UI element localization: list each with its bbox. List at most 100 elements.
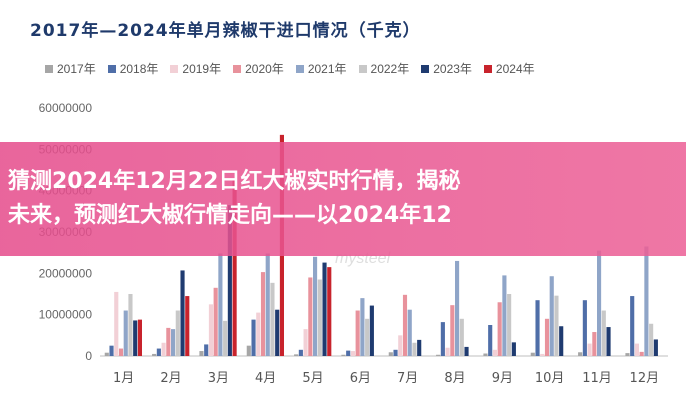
- bar: [156, 348, 161, 356]
- legend-label: 2022年: [370, 62, 410, 76]
- bar: [270, 282, 275, 356]
- bar: [118, 348, 124, 356]
- bar: [180, 270, 185, 356]
- x-tick-label: 2月: [160, 371, 181, 386]
- legend-item: 2017年: [45, 60, 96, 77]
- bar: [369, 305, 374, 356]
- bar: [445, 347, 450, 356]
- x-tick-label: 8月: [444, 371, 465, 386]
- bar: [497, 302, 502, 356]
- legend-label: 2018年: [119, 62, 159, 76]
- bar: [549, 276, 554, 356]
- bar: [133, 320, 138, 356]
- bar: [544, 318, 550, 356]
- bar: [171, 329, 176, 356]
- bar: [649, 323, 654, 356]
- bar: [152, 353, 157, 356]
- bar: [260, 272, 266, 356]
- legend-label: 2017年: [57, 62, 96, 76]
- bar: [483, 353, 488, 356]
- bar: [322, 262, 327, 356]
- bar: [630, 296, 635, 356]
- bar: [327, 267, 332, 356]
- bar: [625, 353, 630, 356]
- bar: [440, 322, 445, 356]
- bar: [511, 342, 516, 356]
- bar: [455, 260, 460, 356]
- bar: [644, 246, 649, 356]
- x-tick-label: 10月: [535, 371, 565, 386]
- x-tick-label: 12月: [630, 371, 660, 386]
- bar: [530, 352, 535, 356]
- bar: [175, 310, 180, 356]
- legend-item: 2019年: [170, 60, 221, 77]
- bar: [388, 352, 393, 356]
- bar: [365, 318, 370, 356]
- bar: [223, 320, 228, 356]
- bar: [606, 327, 611, 356]
- y-tick-label: 20000000: [39, 266, 93, 280]
- bar: [554, 295, 559, 356]
- bar: [597, 250, 602, 356]
- x-tick-label: 7月: [397, 371, 418, 386]
- bar: [218, 253, 223, 356]
- bar: [104, 352, 109, 356]
- legend-label: 2024年: [495, 62, 535, 76]
- bar: [298, 349, 303, 356]
- y-tick-label: 0: [85, 349, 92, 363]
- legend-swatch: [107, 64, 116, 73]
- bar: [166, 327, 171, 356]
- legend: 2017年 2018年 2019年 2020年 2021年 2022年 2023年 2024年: [45, 60, 665, 77]
- chart-title: 2017年—2024年单月辣椒干进口情况（千克）: [30, 21, 421, 41]
- bar: [123, 310, 128, 356]
- bar: [317, 279, 322, 356]
- headline-banner[interactable]: 猜测2024年12月22日红大椒实时行情，揭秘 未来，预测红大椒行情走向——以2…: [0, 142, 686, 256]
- bar: [540, 353, 545, 356]
- legend-item: 2020年: [233, 60, 284, 77]
- legend-label: 2020年: [245, 62, 284, 76]
- x-tick-label: 3月: [208, 371, 229, 386]
- x-tick-label: 6月: [350, 371, 371, 386]
- bar: [360, 298, 365, 356]
- bar: [578, 352, 583, 356]
- bar: [251, 319, 256, 356]
- bar: [265, 253, 270, 356]
- bar: [161, 342, 166, 356]
- bar: [559, 326, 564, 356]
- x-tick-label: 1月: [113, 371, 134, 386]
- bar: [507, 294, 512, 356]
- bar: [208, 304, 213, 356]
- bar: [341, 354, 346, 356]
- bar: [450, 305, 455, 356]
- bar: [582, 300, 587, 356]
- legend-label: 2023年: [433, 62, 472, 76]
- bar: [488, 325, 493, 356]
- bar: [294, 354, 299, 356]
- legend-item: 2023年: [421, 60, 472, 77]
- legend-item: 2022年: [358, 60, 410, 77]
- legend-swatch: [295, 64, 304, 73]
- bar: [639, 351, 644, 356]
- legend-swatch: [483, 64, 492, 73]
- bar: [412, 342, 417, 356]
- legend-item: 2021年: [295, 60, 347, 77]
- bar: [199, 351, 204, 356]
- bar: [227, 205, 232, 356]
- bar: [587, 343, 592, 356]
- bar: [535, 300, 540, 356]
- headline-line-2[interactable]: 未来，预测红大椒行情走向——以2024年12: [8, 203, 452, 228]
- bar: [256, 312, 261, 356]
- bar: [350, 351, 355, 356]
- legend-swatch: [170, 64, 179, 73]
- bar: [492, 349, 497, 356]
- legend-swatch: [233, 64, 242, 73]
- bar: [634, 343, 639, 356]
- bar: [232, 180, 237, 356]
- bar: [246, 345, 251, 356]
- x-tick-label: 9月: [492, 371, 513, 386]
- legend-label: 2019年: [182, 62, 222, 76]
- headline-line-1[interactable]: 猜测2024年12月22日红大椒实时行情，揭秘: [8, 169, 461, 194]
- legend-swatch: [421, 64, 430, 73]
- bar: [398, 335, 403, 356]
- bar: [407, 309, 412, 356]
